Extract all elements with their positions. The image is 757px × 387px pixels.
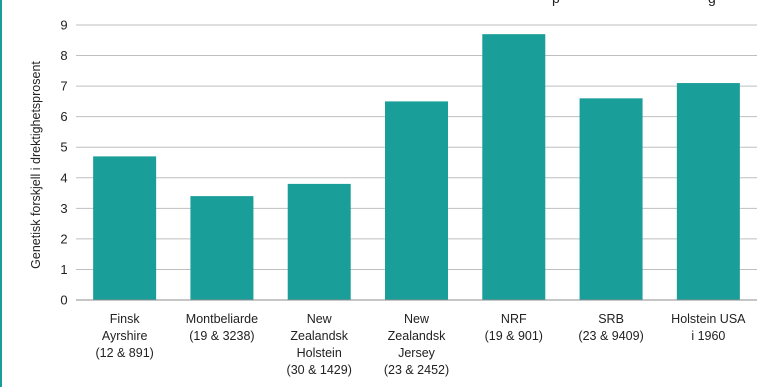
x-category-label: New Zealandsk Holstein (30 & 1429)	[287, 312, 352, 377]
x-category-label: Finsk Ayrshire (12 & 891)	[95, 312, 153, 360]
x-category-label: New Zealandsk Jersey (23 & 2452)	[384, 312, 449, 377]
x-category-label: Holstein USA i 1960	[671, 312, 746, 343]
y-tick-label: 5	[60, 140, 67, 155]
x-category-label-line: (30 & 1429)	[287, 363, 352, 377]
x-category-label-line: Holstein	[297, 346, 342, 360]
y-tick-label: 1	[60, 262, 67, 277]
x-category-label-line: NRF	[501, 312, 527, 326]
y-tick-label: 8	[60, 48, 67, 63]
x-category-label-line: SRB	[598, 312, 624, 326]
bar	[93, 156, 157, 300]
y-tick-label: 3	[60, 201, 67, 216]
x-category-label-line: Finsk	[110, 312, 141, 326]
y-axis-title: Genetisk forskjell i drektighetsprosent	[29, 61, 43, 269]
x-category-label-line: (23 & 9409)	[578, 329, 643, 343]
bar	[482, 34, 546, 301]
x-category-label-line: i 1960	[691, 329, 725, 343]
bar	[190, 196, 254, 300]
bars	[93, 34, 740, 301]
x-category-label-line: New	[307, 312, 333, 326]
x-category-label-line: (12 & 891)	[95, 346, 153, 360]
x-category-label-line: Zealandsk	[290, 329, 348, 343]
bar	[579, 98, 643, 300]
x-category-label-line: Ayrshire	[102, 329, 148, 343]
y-axis-ticks: 0 1 2 3 4 5 6 7 8 9	[60, 18, 67, 308]
x-category-label-line: (23 & 2452)	[384, 363, 449, 377]
x-category-label-line: Montbeliarde	[186, 312, 258, 326]
bar	[676, 83, 740, 300]
y-tick-label: 9	[60, 18, 67, 33]
y-tick-label: 4	[60, 170, 67, 185]
chart-title-fragment-right: g	[708, 0, 716, 6]
x-category-label: NRF (19 & 901)	[485, 312, 543, 343]
x-category-label-line: (19 & 901)	[485, 329, 543, 343]
y-tick-label: 7	[60, 79, 67, 94]
y-tick-label: 2	[60, 231, 67, 246]
x-category-label: Montbeliarde (19 & 3238)	[186, 312, 258, 343]
x-category-label-line: Zealandsk	[388, 329, 446, 343]
x-category-label: SRB (23 & 9409)	[578, 312, 643, 343]
y-tick-label: 0	[60, 293, 67, 308]
x-category-label-line: Holstein USA	[671, 312, 746, 326]
x-axis-category-labels: Finsk Ayrshire (12 & 891) Montbeliarde (19 &…	[95, 312, 746, 377]
chart-title-fragment-left: p	[552, 0, 560, 6]
y-tick-label: 6	[60, 109, 67, 124]
x-category-label-line: (19 & 3238)	[189, 329, 254, 343]
x-category-label-line: New	[404, 312, 430, 326]
bar	[287, 183, 351, 300]
x-category-label-line: Jersey	[398, 346, 436, 360]
bar	[385, 101, 448, 300]
